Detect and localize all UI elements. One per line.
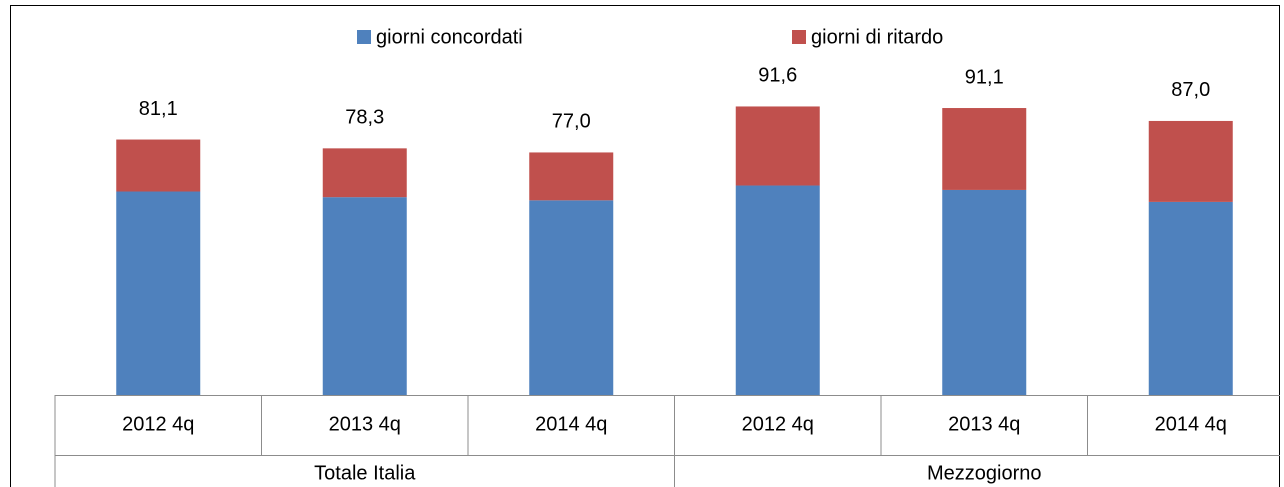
x-tick-label: 2014 4q: [1155, 413, 1227, 435]
total-label: 91,1: [965, 66, 1004, 88]
total-label: 81,1: [139, 98, 178, 120]
bar-segment: [1148, 201, 1233, 395]
bar-segment: [529, 200, 614, 395]
bar-segment: [942, 189, 1027, 395]
legend-label: giorni di ritardo: [811, 26, 943, 48]
bar-segment: [322, 148, 407, 198]
bar-segment: [116, 139, 201, 192]
x-tick-label: 2013 4q: [329, 413, 401, 435]
bar-segment: [942, 108, 1027, 190]
chart-frame: [10, 5, 1280, 487]
bar-segment: [735, 106, 820, 186]
bar-segment: [322, 197, 407, 395]
x-tick-label: 2012 4q: [122, 413, 194, 435]
bar-segment: [116, 191, 201, 395]
bar-segment: [1148, 120, 1233, 202]
legend-swatch: [792, 30, 806, 44]
group-label: Mezzogiorno: [927, 462, 1042, 484]
total-label: 77,0: [552, 111, 591, 133]
legend-label: giorni concordati: [376, 26, 523, 48]
total-label: 87,0: [1171, 79, 1210, 101]
group-label: Totale Italia: [314, 462, 416, 484]
x-tick-label: 2012 4q: [742, 413, 814, 435]
total-label: 91,6: [758, 65, 797, 87]
legend-swatch: [357, 30, 371, 44]
bar-segment: [735, 185, 820, 395]
bar-segment: [529, 152, 614, 201]
x-tick-label: 2013 4q: [948, 413, 1020, 435]
x-tick-label: 2014 4q: [535, 413, 607, 435]
total-label: 78,3: [345, 107, 384, 129]
